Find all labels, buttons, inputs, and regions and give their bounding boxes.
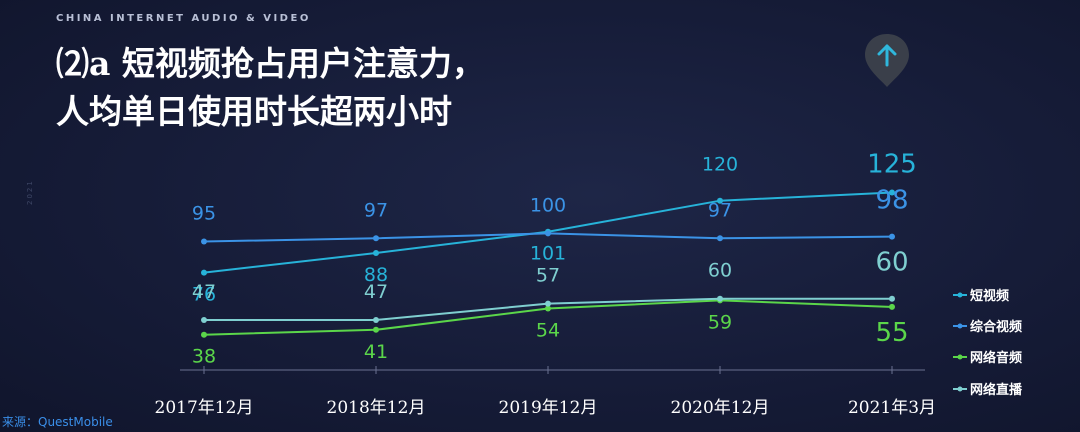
data-label: 100: [530, 194, 566, 216]
source-note: 来源：QuestMobile: [2, 415, 113, 429]
data-point: [717, 197, 723, 204]
data-label: 60: [708, 260, 732, 282]
data-label: 59: [708, 311, 732, 333]
up-arrow-icon: [877, 44, 897, 67]
data-label: 120: [702, 154, 738, 176]
legend-label: 综合视频: [970, 319, 1022, 335]
data-label: 55: [875, 318, 908, 348]
data-label: 98: [875, 186, 908, 216]
legend-item: 网络直播: [953, 382, 1023, 398]
data-point: [889, 233, 895, 240]
x-tick-label: 2018年12月: [327, 398, 426, 418]
legend-label: 短视频: [970, 288, 1009, 304]
data-point: [717, 295, 723, 302]
data-label: 38: [192, 346, 216, 368]
data-point: [201, 269, 207, 276]
legend-item: 网络音频: [953, 350, 1022, 366]
data-label: 60: [875, 248, 908, 278]
legend-marker: [957, 354, 963, 360]
data-label: 101: [530, 243, 566, 265]
data-point: [717, 235, 723, 242]
x-tick-label: 2020年12月: [671, 398, 770, 418]
data-point: [889, 189, 895, 196]
x-tick-label: 2017年12月: [155, 398, 254, 418]
data-label: 57: [536, 265, 560, 287]
legend-marker: [957, 292, 963, 298]
data-point: [545, 300, 551, 307]
x-tick-label: 2019年12月: [499, 398, 598, 418]
data-label: 95: [192, 203, 216, 225]
data-label: 125: [867, 150, 917, 180]
data-label: 97: [364, 199, 388, 221]
data-label: 54: [536, 320, 560, 342]
data-label: 97: [708, 199, 732, 221]
data-label: 47: [192, 281, 216, 303]
legend-marker: [957, 323, 963, 329]
data-point: [201, 238, 207, 245]
data-label: 41: [364, 341, 388, 363]
data-label: 88: [364, 264, 388, 286]
data-point: [889, 303, 895, 310]
x-tick-label: 2021年3月: [848, 398, 936, 418]
data-point: [373, 235, 379, 242]
up-arrow-badge[interactable]: [865, 34, 909, 87]
legend-label: 网络音频: [970, 350, 1022, 366]
data-point: [889, 295, 895, 302]
data-point: [373, 326, 379, 333]
page-title-line1: ⑵a 短视频抢占用户注意力，: [56, 44, 485, 83]
data-point: [201, 331, 207, 338]
header-tag: CHINA INTERNET AUDIO & VIDEO: [56, 13, 311, 24]
legend-item: 综合视频: [953, 319, 1022, 335]
data-label: 76: [192, 284, 216, 306]
data-point: [201, 317, 207, 323]
legend-marker: [957, 386, 963, 392]
data-label: 47: [364, 281, 388, 303]
legend-label: 网络直播: [970, 382, 1023, 398]
data-point: [373, 250, 379, 256]
data-point: [545, 305, 551, 312]
data-point: [545, 230, 551, 237]
legend-item: 短视频: [953, 288, 1009, 304]
data-point: [373, 317, 379, 323]
page-title-line2: 人均单日使用时长超两小时: [56, 92, 452, 131]
